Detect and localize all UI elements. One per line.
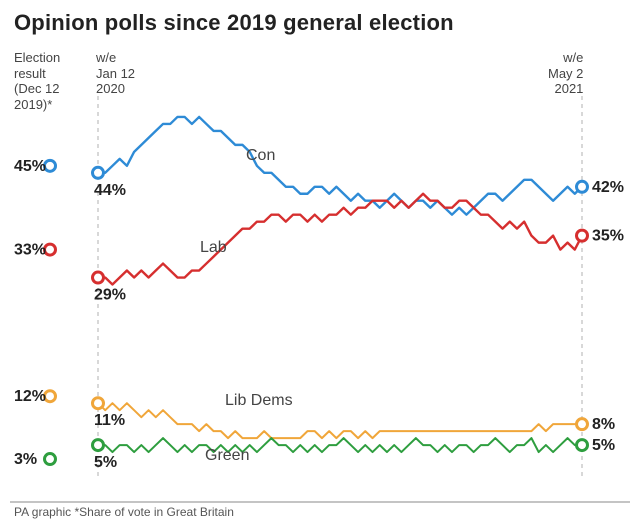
label-grn: Green (205, 447, 249, 464)
pct-last-con: 42% (592, 179, 624, 196)
pct-election-con: 45% (14, 158, 46, 175)
marker-lab (93, 272, 104, 283)
pct-first-grn: 5% (94, 454, 117, 471)
label-con: Con (246, 147, 275, 164)
pct-election-lab: 33% (14, 242, 46, 259)
marker-grn (577, 440, 588, 451)
series-grn (98, 438, 582, 452)
footnote: PA graphic *Share of vote in Great Brita… (14, 505, 234, 519)
series-ld (98, 403, 582, 438)
chart-frame: { "layout":{ "width":640,"height":525, "… (0, 0, 640, 525)
marker-con (93, 167, 104, 178)
marker-ld (45, 391, 56, 402)
marker-grn (93, 440, 104, 451)
pct-election-ld: 12% (14, 388, 46, 405)
label-ld: Lib Dems (225, 392, 293, 409)
marker-con (45, 160, 56, 171)
pct-first-ld: 11% (94, 412, 125, 429)
pct-first-lab: 29% (94, 287, 126, 304)
marker-con (577, 181, 588, 192)
marker-ld (93, 398, 104, 409)
pct-last-lab: 35% (592, 228, 624, 245)
pct-last-ld: 8% (592, 416, 615, 433)
marker-grn (45, 454, 56, 465)
pct-last-grn: 5% (592, 437, 615, 454)
marker-lab (577, 230, 588, 241)
series-con (98, 117, 582, 215)
series-lab (98, 194, 582, 285)
pct-election-grn: 3% (14, 451, 37, 468)
marker-ld (577, 419, 588, 430)
label-lab: Lab (200, 239, 227, 256)
pct-first-con: 44% (94, 182, 126, 199)
chart-svg: 45% 44% 42% Con 33% 29% 35% Lab 12% 11% 8% Lib Dems… (0, 0, 640, 525)
marker-lab (45, 244, 56, 255)
